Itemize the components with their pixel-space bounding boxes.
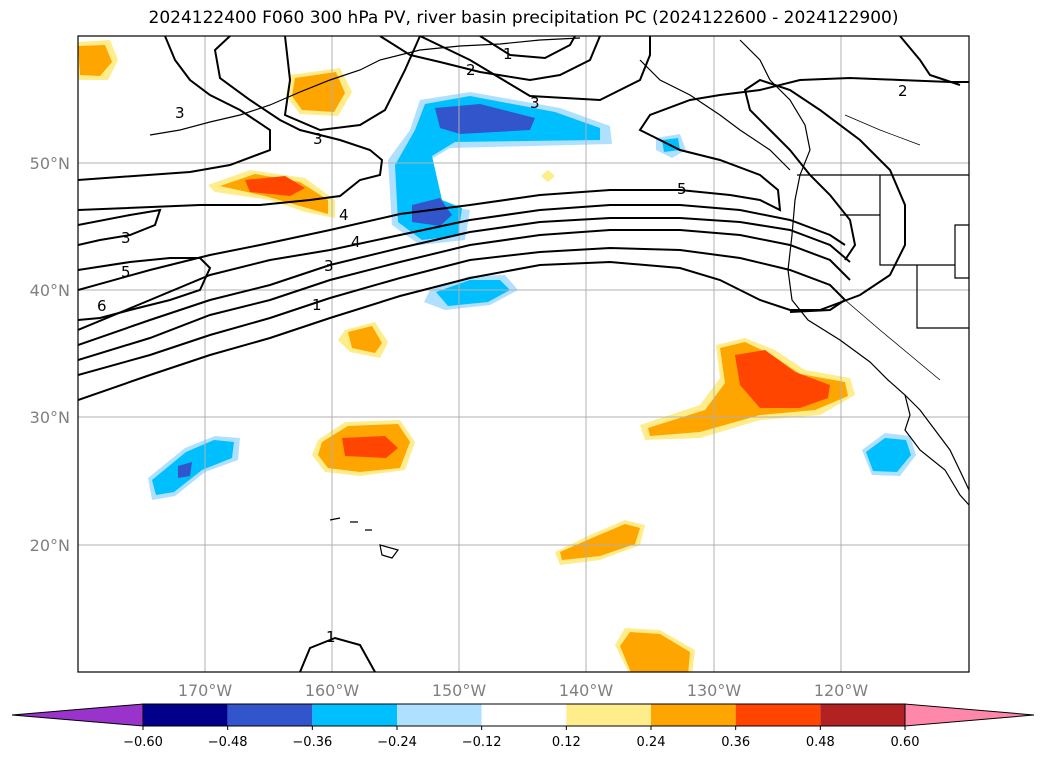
map-content: 1 2 3 2 3 3 5 4 4 3 3 5 6 1 1 xyxy=(78,36,969,672)
contour-label: 3 xyxy=(121,229,131,247)
contour-label: 4 xyxy=(339,206,349,224)
colorbar-swatch xyxy=(481,704,567,726)
colorbar-tick-label: 0.60 xyxy=(891,735,920,750)
contour-label: 2 xyxy=(466,61,476,79)
lat-label: 30°N xyxy=(30,408,70,427)
contour-label: 3 xyxy=(530,94,540,112)
contour-label: 1 xyxy=(503,45,513,63)
coast-inner xyxy=(639,59,791,171)
pv-contour xyxy=(379,36,601,82)
colorbar-swatch xyxy=(820,704,905,726)
contour-label: 3 xyxy=(324,257,334,275)
pv-contour xyxy=(78,246,847,376)
colorbar-extend-high xyxy=(904,703,1035,727)
lon-label: 150°W xyxy=(432,681,487,700)
contour-label: 3 xyxy=(175,104,185,122)
coast-baja xyxy=(904,394,969,506)
lon-label: 160°W xyxy=(305,681,360,700)
colorbar-tick-label: 0.24 xyxy=(637,735,666,750)
contour-label: 6 xyxy=(97,297,107,315)
pv-contour xyxy=(78,257,212,321)
colorbar-tick-label: −0.12 xyxy=(462,735,502,750)
us-border xyxy=(797,174,969,329)
pv-contour xyxy=(78,78,906,401)
colorbar-swatch xyxy=(566,704,651,726)
lon-label: 140°W xyxy=(559,681,614,700)
colorbar-tick-label: 0.36 xyxy=(721,735,750,750)
pv-contour xyxy=(78,36,271,181)
fill-orange-region xyxy=(348,326,382,353)
pv-contour xyxy=(283,36,421,132)
pv-contour xyxy=(78,76,969,291)
contour-label: 1 xyxy=(326,628,336,646)
lat-axis: 50°N 40°N 30°N 20°N xyxy=(30,154,70,555)
contour-label: 3 xyxy=(313,130,323,148)
fill-darkblue-region xyxy=(412,198,452,226)
pv-contour xyxy=(899,36,961,86)
colorbar-tick-label: −0.60 xyxy=(123,735,163,750)
lon-label: 130°W xyxy=(687,681,742,700)
colorbar-swatch xyxy=(735,704,821,726)
colorbar: −0.60 −0.48 −0.36 −0.24 −0.12 0.12 0.24 0.36 0.4… xyxy=(11,703,1035,750)
contour-label: 4 xyxy=(351,233,361,251)
hawaii xyxy=(329,517,400,559)
lon-label: 170°W xyxy=(178,681,233,700)
contour-label: 1 xyxy=(312,296,322,314)
colorbar-swatch xyxy=(227,704,313,726)
fill-blue-region xyxy=(152,440,234,495)
map-frame xyxy=(77,35,970,673)
pv-contour xyxy=(78,217,851,346)
pv-contour xyxy=(419,36,651,102)
colorbar-swatch xyxy=(397,704,482,726)
colorbar-tick-label: −0.36 xyxy=(292,735,332,750)
colorbar-frame xyxy=(142,703,906,727)
lon-axis: 170°W 160°W 150°W 140°W 130°W 120°W xyxy=(178,681,869,700)
precip-fills xyxy=(78,40,916,672)
lat-label: 20°N xyxy=(30,536,70,555)
fill-blue-region xyxy=(866,438,911,472)
fill-darkblue-region xyxy=(435,104,535,134)
fill-darkblue-region xyxy=(178,462,192,478)
pv-contour xyxy=(479,36,576,60)
fill-red-region xyxy=(245,176,305,196)
contour-label: 5 xyxy=(121,263,131,281)
colorbar-tick-label: −0.24 xyxy=(377,735,417,750)
contour-label: 5 xyxy=(677,180,687,198)
colorbar-swatch xyxy=(651,704,736,726)
fill-red-region xyxy=(342,436,398,458)
gridlines xyxy=(78,36,969,672)
chart-title: 2024122400 F060 300 hPa PV, river basin … xyxy=(148,8,899,28)
fill-blue-region xyxy=(436,280,510,306)
coast-aleutians xyxy=(149,59,381,136)
fill-red-region xyxy=(735,350,830,408)
colorbar-tick-label: 0.48 xyxy=(806,735,835,750)
fill-orange-region xyxy=(78,45,112,76)
lat-label: 40°N xyxy=(30,281,70,300)
fill-orange-region xyxy=(620,632,690,672)
fill-orange-region xyxy=(560,524,640,560)
pv-contour xyxy=(78,208,162,246)
colorbar-extend-low xyxy=(11,703,144,727)
lon-label: 120°W xyxy=(814,681,869,700)
coastlines xyxy=(149,37,969,559)
pv-contour xyxy=(78,229,851,361)
pv-contour xyxy=(78,204,846,331)
pv-contour xyxy=(299,636,376,672)
fill-blue-region xyxy=(395,96,600,240)
us-border xyxy=(844,114,941,381)
colorbar-swatch xyxy=(312,704,397,726)
lat-label: 50°N xyxy=(30,154,70,173)
coast-north-america xyxy=(739,39,969,491)
contour-labels: 1 2 3 2 3 3 5 4 4 3 3 5 6 1 1 xyxy=(97,45,908,646)
fill-yellow-dot xyxy=(541,170,555,182)
contour-label: 2 xyxy=(898,82,908,100)
colorbar-tick-label: −0.48 xyxy=(208,735,248,750)
colorbar-swatch xyxy=(143,704,228,726)
pv-contour xyxy=(78,36,384,211)
colorbar-tick-label: 0.12 xyxy=(552,735,581,750)
pv-contours xyxy=(78,36,969,672)
